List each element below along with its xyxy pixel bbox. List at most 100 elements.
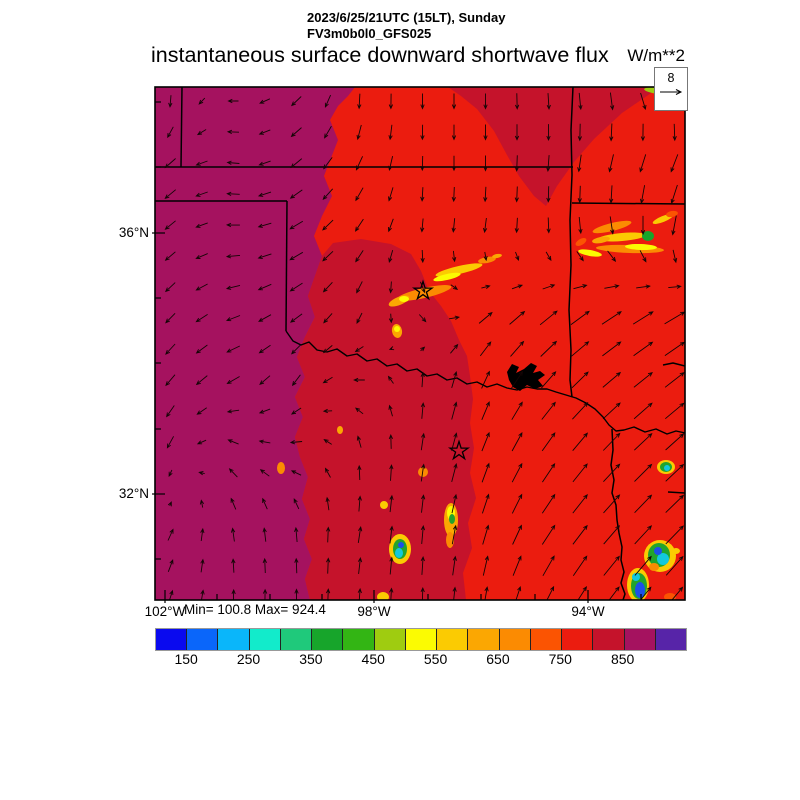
latitude-label: 36°N [118,225,149,240]
wind-arrow [577,123,583,142]
wind-arrow [230,497,237,510]
wind-arrow [165,374,176,387]
wind-arrow [450,343,459,354]
minmax-label: Min= 100.8 Max= 924.4 [184,602,326,617]
wind-arrow [451,124,457,141]
wind-arrow [664,341,685,356]
wind-arrow [420,155,425,172]
border-missouri-arkansas [571,202,685,205]
wind-arrow [483,93,488,110]
wind-arrow [668,284,682,289]
wind-arrow [257,253,272,260]
wind-arrow [572,555,588,576]
wind-reference-box: 8 [654,67,688,111]
wind-arrow [602,371,622,388]
wind-arrow [482,555,489,576]
wind-arrow [483,186,488,203]
wind-arrow [481,462,490,483]
plot-datetime: 2023/6/25/21UTC (15LT), Sunday [307,10,506,25]
wind-arrow [514,186,519,203]
wind-arrow [322,281,333,293]
wind-arrow [572,494,588,514]
wind-arrow [452,250,457,263]
wind-arrow [420,249,425,264]
wind-arrow [609,92,615,111]
cloud-spot [592,236,610,244]
cloud-spot [394,326,400,332]
wind-arrow [420,463,426,482]
cloud-spot [398,542,404,548]
wind-arrow [259,98,271,104]
wind-arrow [195,283,208,291]
wind-arrow [483,155,488,172]
plot-units-label: W/m**2 [627,46,685,65]
wind-arrow [603,463,621,483]
wind-arrow [323,438,332,445]
colorbar-tick-label: 350 [299,651,323,667]
cloud-spot [654,547,662,555]
wind-arrow [420,124,425,141]
wind-arrow [420,432,426,451]
colorbar-segment [405,629,438,650]
wind-arrow [481,284,491,289]
plot-model-name: FV3m0b0l0_GFS025 [307,26,432,41]
wind-arrow [451,524,458,545]
cloud-spot [277,462,285,474]
cloud-spot [657,553,669,565]
wind-arrow [672,249,678,264]
wind-arrow [226,191,240,197]
wind-arrow [355,187,364,202]
wind-arrow [478,311,493,324]
wind-arrow [665,402,685,420]
wind-arrow [257,191,272,197]
wind-arrow [541,432,556,452]
wind-arrow [324,467,331,478]
wind-arrow [294,557,299,574]
wind-arrow [571,341,590,357]
wind-arrow [541,401,556,420]
colorbar-segment [187,629,219,650]
border-arkansas-segment [662,362,685,367]
wind-arrow [165,343,176,355]
wind-arrow [167,559,174,572]
cloud-spot [492,253,502,259]
wind-arrow [289,282,303,292]
wind-arrow [418,314,427,323]
wind-arrow [169,589,174,600]
wind-arrow [514,217,519,234]
wind-arrow [664,372,685,388]
wind-arrow [451,93,457,110]
wind-arrow [546,93,551,111]
wind-arrow [225,315,241,322]
wind-vector-field [164,92,685,600]
map-frame [154,86,686,601]
wind-arrow [665,555,684,576]
wind-arrow [323,313,333,324]
wind-arrow [389,556,394,575]
cloud-spot [672,548,680,554]
wind-arrow [388,313,394,324]
city-star [411,279,435,301]
cloud-spot [625,243,657,251]
wind-arrow [541,371,557,389]
wind-arrow [389,587,394,600]
wind-arrow [164,158,176,169]
wind-arrow [671,215,677,236]
wind-arrow [420,555,425,575]
wind-arrow [546,124,551,142]
wind-arrow [639,154,647,173]
wind-arrow [389,525,394,544]
wind-arrow [167,501,172,507]
wind-arrow [226,160,240,165]
wind-arrow [164,189,176,199]
wind-reference-value: 8 [667,71,675,85]
wind-arrow [356,312,363,325]
wind-arrow [168,95,173,108]
cloud-spot [399,296,409,302]
wind-arrow [198,97,206,105]
wind-arrow [546,155,551,173]
colorbar-tick-label: 250 [236,651,261,667]
wind-arrow [356,435,362,448]
wind-arrow [634,463,653,482]
